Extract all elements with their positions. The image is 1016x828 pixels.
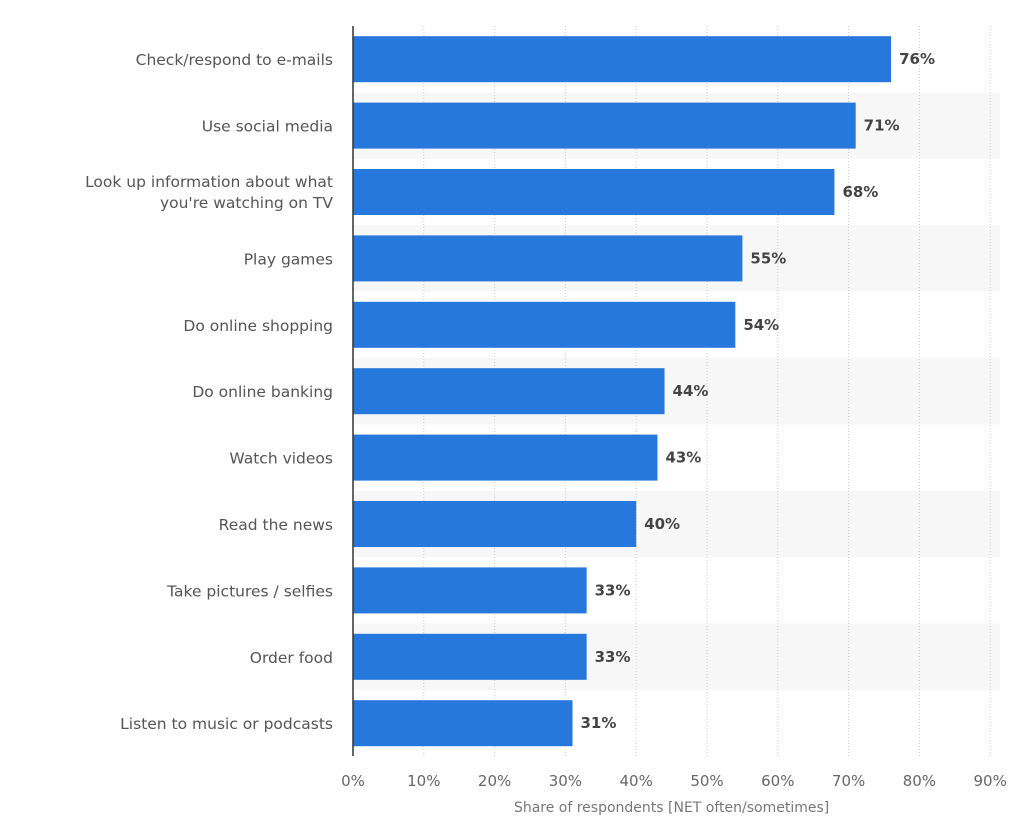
bar xyxy=(353,169,835,215)
value-label: 33% xyxy=(595,648,631,666)
category-label: Do online shopping xyxy=(183,317,333,335)
x-tick-label: 30% xyxy=(549,772,582,790)
category-label: Listen to music or podcasts xyxy=(120,715,333,733)
value-label: 40% xyxy=(644,515,680,533)
value-label: 76% xyxy=(899,50,935,68)
bar xyxy=(353,301,736,348)
value-label: 43% xyxy=(665,449,701,467)
bar xyxy=(353,567,587,614)
x-tick-label: 0% xyxy=(341,772,365,790)
category-label: Look up information about what you're wat… xyxy=(85,173,333,212)
value-labels: 76% 71% 68% 55% 54% 44% 43% 40% 33% 33% 31% xyxy=(580,50,935,732)
category-label: Order food xyxy=(250,649,333,667)
x-tick-label: 10% xyxy=(407,772,440,790)
x-tick-label: 80% xyxy=(903,772,936,790)
value-label: 71% xyxy=(864,117,900,135)
value-label: 68% xyxy=(842,183,878,201)
x-axis-title: Share of respondents [NET often/sometime… xyxy=(514,800,829,816)
category-label: Play games xyxy=(244,250,333,268)
category-label: Watch videos xyxy=(229,450,333,468)
x-tick-label: 40% xyxy=(620,772,653,790)
bar xyxy=(353,102,856,149)
bar xyxy=(353,235,743,282)
bar xyxy=(353,700,573,747)
x-tick-label: 60% xyxy=(761,772,794,790)
value-label: 31% xyxy=(580,714,616,732)
bar xyxy=(353,501,637,547)
bar xyxy=(353,633,587,680)
value-label: 44% xyxy=(673,382,709,400)
value-label: 33% xyxy=(595,581,631,599)
category-label: Use social media xyxy=(202,118,333,136)
bar xyxy=(353,36,892,83)
x-tick-labels: 0% 10% 20% 30% 40% 50% 60% 70% 80% 90% xyxy=(341,772,1007,790)
category-label: Do online banking xyxy=(192,383,333,401)
value-label: 55% xyxy=(750,249,786,267)
value-label: 54% xyxy=(743,316,779,334)
x-tick-label: 70% xyxy=(832,772,865,790)
x-tick-label: 90% xyxy=(974,772,1007,790)
bar xyxy=(353,368,665,415)
category-label: Take pictures / selfies xyxy=(166,582,333,600)
category-label: Check/respond to e-mails xyxy=(136,51,333,69)
category-labels: Check/respond to e-mails Use social media… xyxy=(85,51,333,733)
x-tick-label: 20% xyxy=(478,772,511,790)
bars xyxy=(353,36,892,747)
category-label: Read the news xyxy=(219,516,333,534)
bar xyxy=(353,434,658,481)
x-tick-label: 50% xyxy=(690,772,723,790)
